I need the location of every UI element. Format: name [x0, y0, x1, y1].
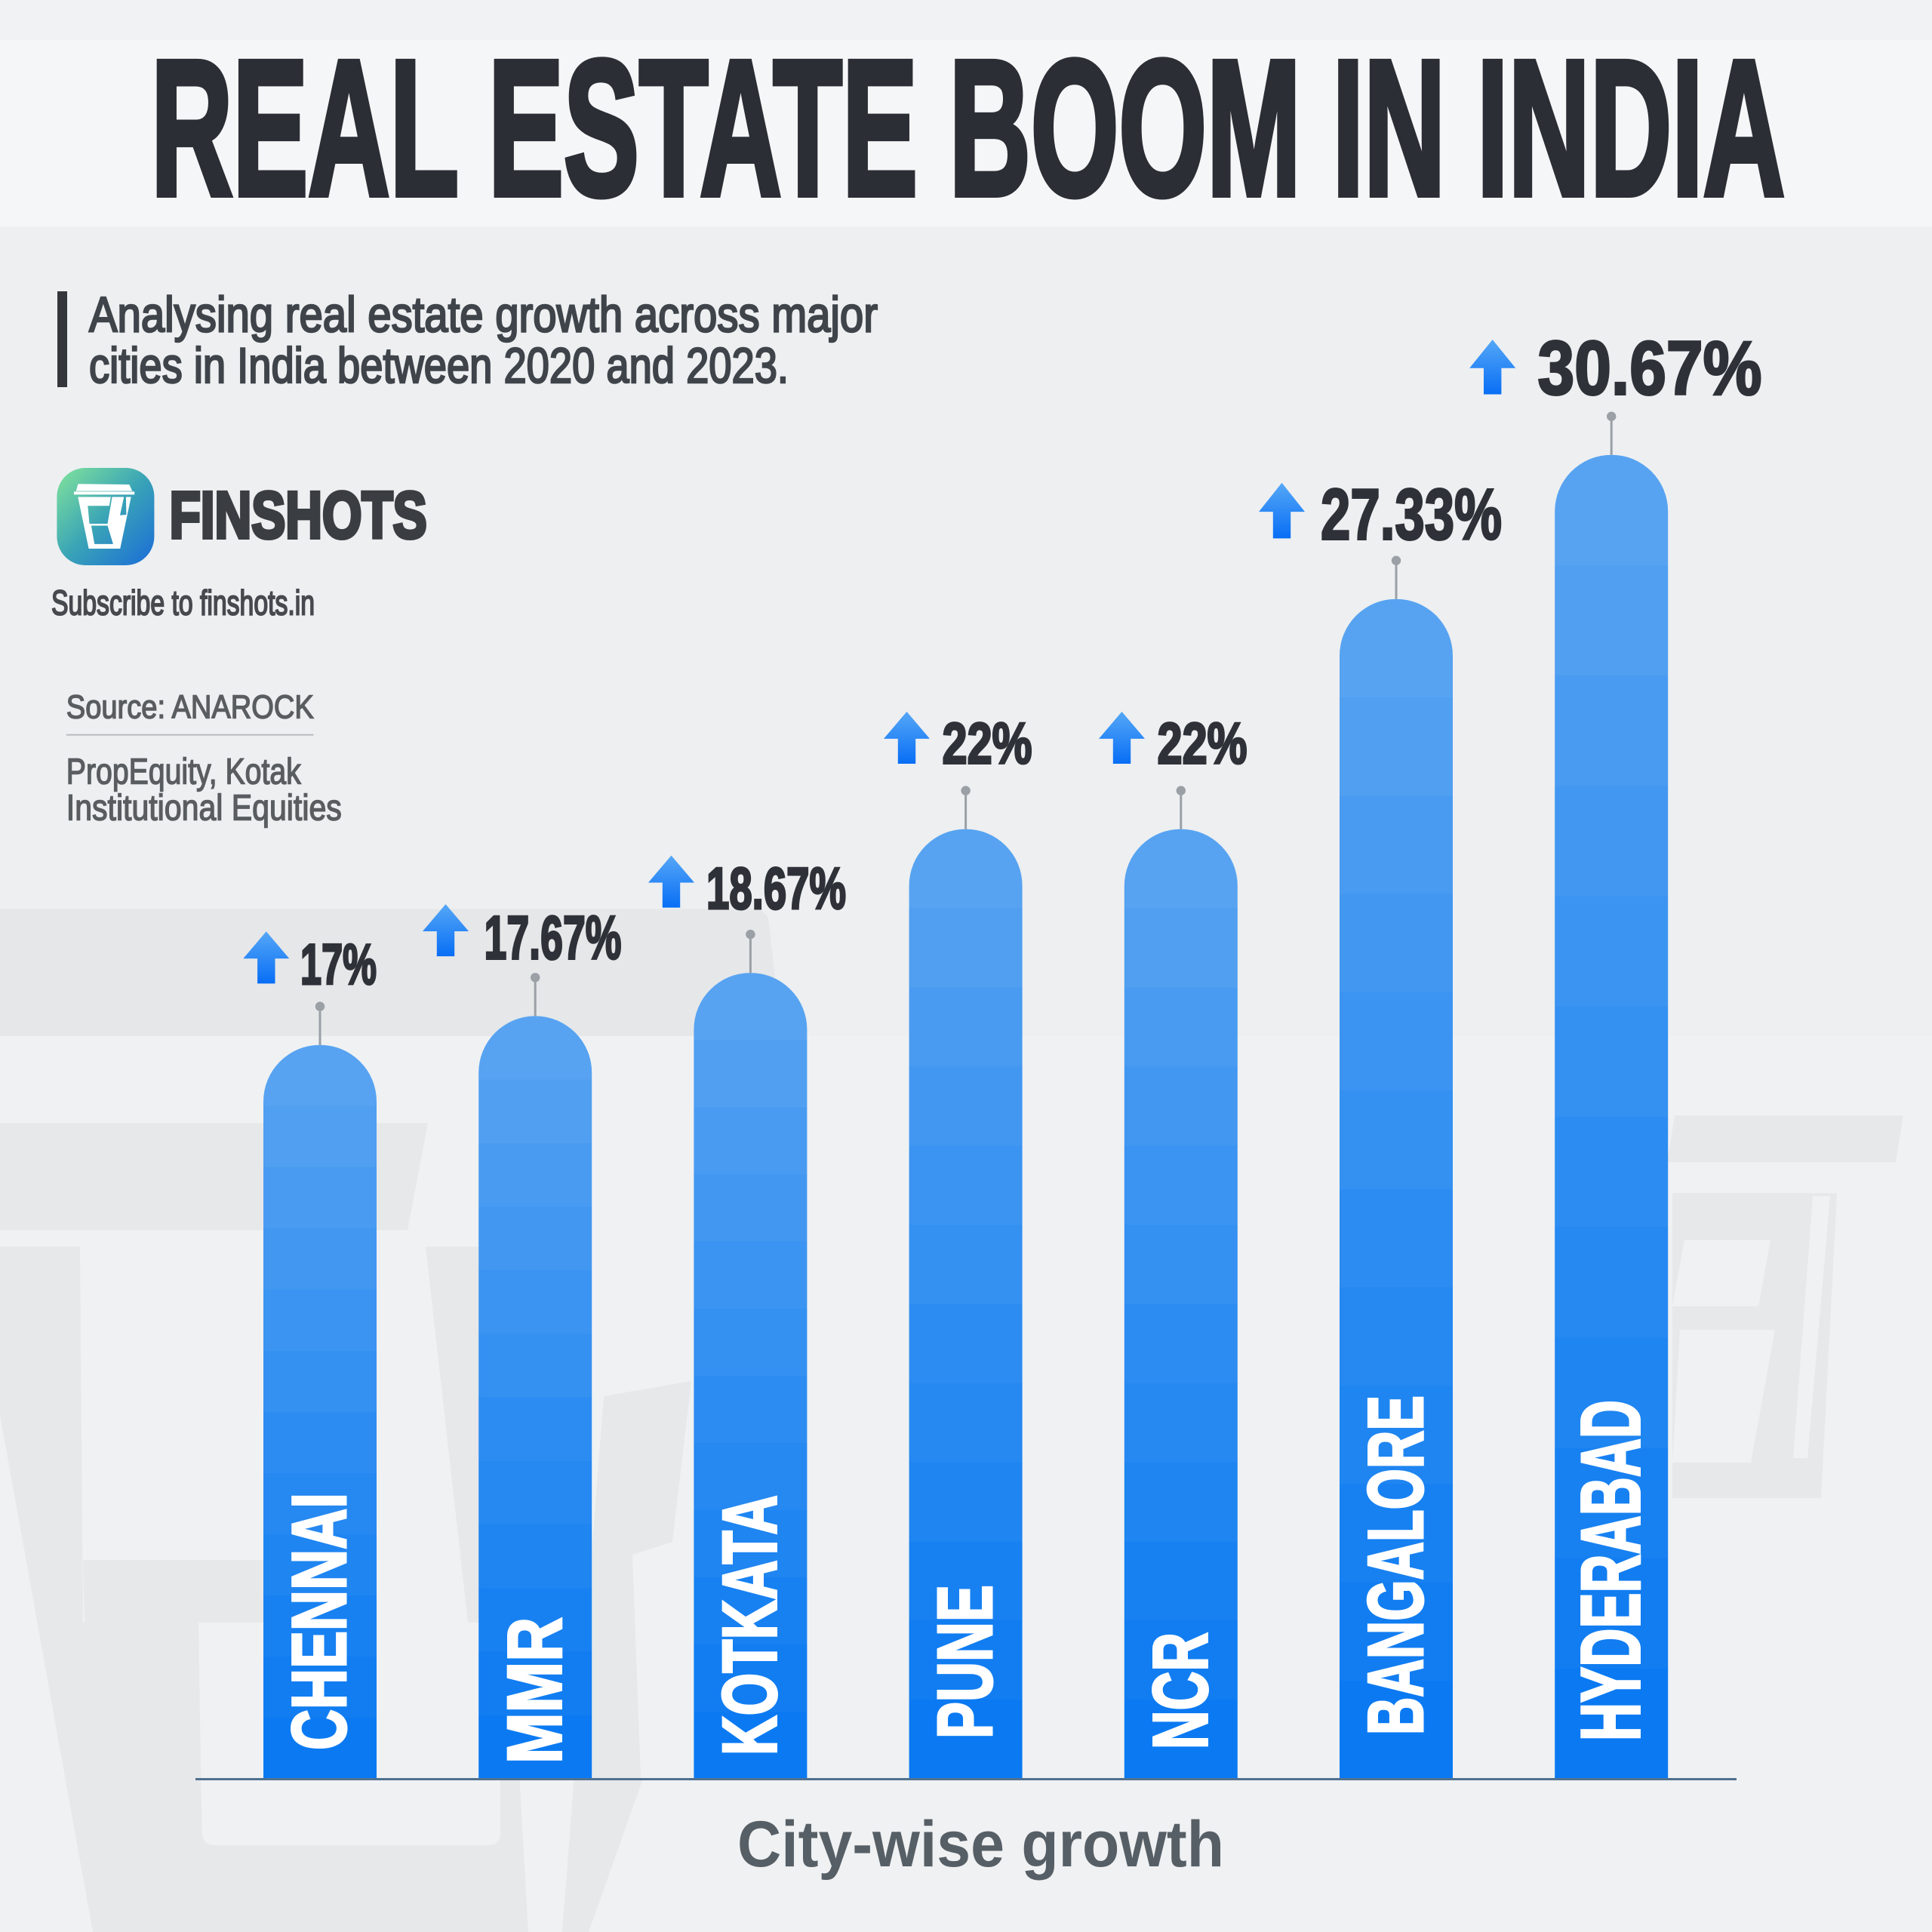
- svg-text:PropEquity, Kotak: PropEquity, Kotak: [66, 752, 302, 792]
- svg-text:FINSHOTS: FINSHOTS: [170, 478, 427, 552]
- svg-text:Institutional Equities: Institutional Equities: [66, 788, 342, 828]
- svg-text:CHENNAI: CHENNAI: [276, 1493, 362, 1750]
- svg-text:27.33%: 27.33%: [1321, 474, 1502, 555]
- svg-text:22%: 22%: [1158, 712, 1247, 777]
- svg-text:30.67%: 30.67%: [1538, 327, 1762, 411]
- svg-text:BANGALORE: BANGALORE: [1352, 1395, 1440, 1735]
- svg-text:PUNE: PUNE: [921, 1585, 1008, 1739]
- svg-text:17.67%: 17.67%: [485, 904, 622, 973]
- svg-text:MMR: MMR: [491, 1617, 577, 1764]
- svg-text:NCR: NCR: [1137, 1632, 1223, 1749]
- svg-text:17%: 17%: [300, 933, 377, 997]
- svg-text:HYDERABAD: HYDERABAD: [1564, 1400, 1658, 1741]
- svg-text:Source: ANAROCK: Source: ANAROCK: [66, 689, 314, 726]
- svg-text:18.67%: 18.67%: [706, 855, 846, 921]
- svg-text:City-wise growth: City-wise growth: [737, 1808, 1224, 1881]
- svg-text:Analysing real estate growth a: Analysing real estate growth across majo…: [89, 287, 878, 343]
- svg-text:cities in India between 2020 a: cities in India between 2020 and 2023.: [89, 337, 789, 393]
- svg-text:22%: 22%: [943, 712, 1032, 777]
- svg-text:KOTKATA: KOTKATA: [707, 1495, 793, 1755]
- svg-text:REAL ESTATE BOOM IN INDIA: REAL ESTATE BOOM IN INDIA: [151, 20, 1785, 236]
- svg-text:Subscribe to finshots.in: Subscribe to finshots.in: [51, 583, 315, 623]
